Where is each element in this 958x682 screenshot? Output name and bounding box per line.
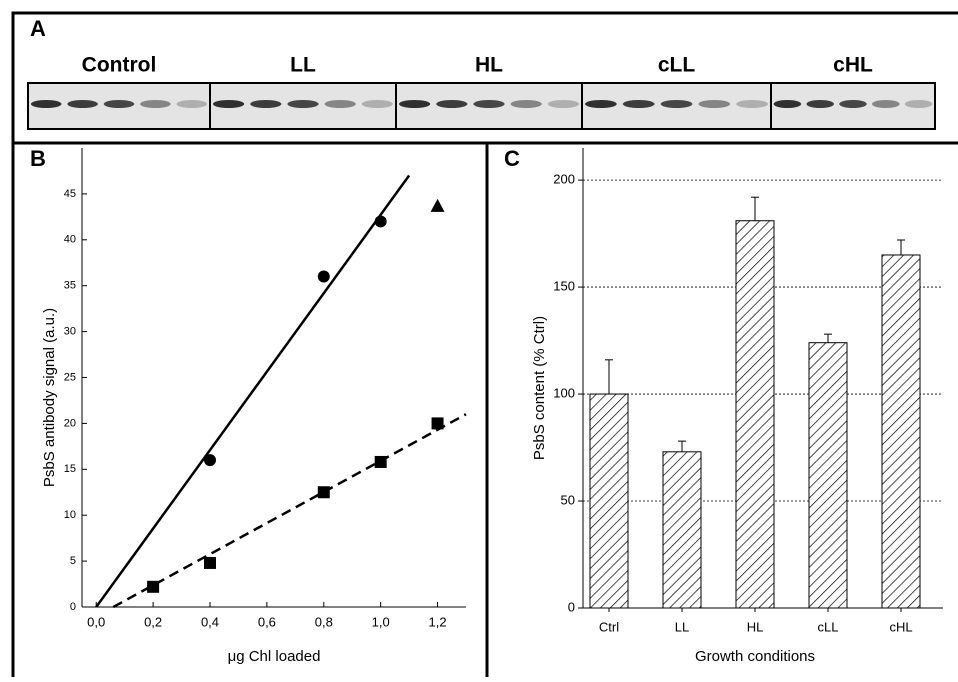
y-tick-label: 0 (568, 599, 575, 614)
x-tick-label: 0,2 (144, 614, 162, 629)
bar (808, 342, 848, 609)
lane-label: HL (475, 54, 503, 77)
fit-line (112, 413, 467, 609)
point (431, 417, 444, 430)
bar (735, 220, 775, 609)
panel-label: B (30, 146, 46, 171)
blot-band (103, 100, 135, 108)
point (317, 486, 330, 499)
lane-label: cLL (658, 54, 696, 77)
blot-band (30, 100, 62, 108)
y-tick-label: 200 (553, 172, 575, 187)
bar (881, 254, 921, 609)
blot-band (510, 100, 542, 108)
blot (27, 82, 936, 130)
x-tick-label: cLL (818, 619, 839, 634)
y-tick-label: 15 (64, 463, 76, 475)
x-tick-label: 0,6 (258, 614, 276, 629)
y-tick-label: 5 (70, 555, 76, 567)
y-tick-label: 150 (553, 279, 575, 294)
y-tick-label: 25 (64, 371, 76, 383)
blot-band (361, 100, 394, 108)
y-tick-label: 100 (553, 385, 575, 400)
lane-label: cHL (833, 54, 873, 77)
blot-band (398, 100, 431, 108)
fit-line (95, 174, 411, 608)
blot-band (67, 100, 98, 108)
blot-band (324, 100, 356, 108)
y-tick-label: 45 (64, 188, 76, 200)
point (317, 270, 330, 283)
point (204, 454, 216, 467)
blot-band (250, 100, 282, 108)
x-tick-label: 0,8 (315, 614, 333, 629)
y-tick-label: 0 (70, 601, 76, 613)
blot-band (872, 100, 900, 108)
y-axis-label: PsbS content (% Ctrl) (531, 316, 548, 460)
x-axis-label: μg Chl loaded (228, 648, 321, 665)
panel-label: C (504, 146, 520, 171)
blot-band (547, 100, 580, 108)
lane-label: Control (82, 54, 157, 77)
blot-band (773, 100, 802, 108)
blot-band (622, 100, 655, 108)
blot-band (176, 100, 208, 108)
bar (662, 451, 702, 609)
x-tick-label: LL (675, 619, 689, 634)
x-tick-label: 0,4 (201, 614, 219, 629)
bar (589, 393, 629, 609)
y-tick-label: 30 (64, 326, 76, 338)
blot-band (660, 100, 693, 108)
lane-label: LL (290, 54, 316, 77)
blot-band (904, 100, 933, 108)
panel-label: A (30, 16, 46, 41)
y-axis-label: PsbS antibody signal (a.u.) (41, 308, 58, 487)
blot-band (436, 100, 468, 108)
x-axis-label: Growth conditions (695, 648, 815, 665)
x-tick-label: 1,0 (372, 614, 390, 629)
blot-band (736, 100, 768, 108)
blot-band (698, 100, 731, 108)
x-tick-label: 1,2 (429, 614, 447, 629)
x-tick-label: 0,0 (87, 614, 105, 629)
y-tick-label: 10 (64, 509, 76, 521)
blot-band (212, 100, 245, 108)
y-tick-label: 35 (64, 280, 76, 292)
y-tick-label: 20 (64, 417, 76, 429)
y-tick-label: 50 (561, 492, 575, 507)
blot-band (473, 100, 505, 108)
blot-band (287, 100, 319, 108)
point (430, 198, 445, 212)
x-tick-label: cHL (889, 619, 912, 634)
blot-band (585, 100, 617, 108)
blot-band (839, 100, 867, 108)
blot-band (140, 100, 171, 108)
y-tick-label: 40 (64, 234, 76, 246)
x-tick-label: Ctrl (599, 619, 619, 634)
point (204, 556, 216, 569)
blot-band (806, 100, 834, 108)
x-tick-label: HL (747, 619, 764, 634)
